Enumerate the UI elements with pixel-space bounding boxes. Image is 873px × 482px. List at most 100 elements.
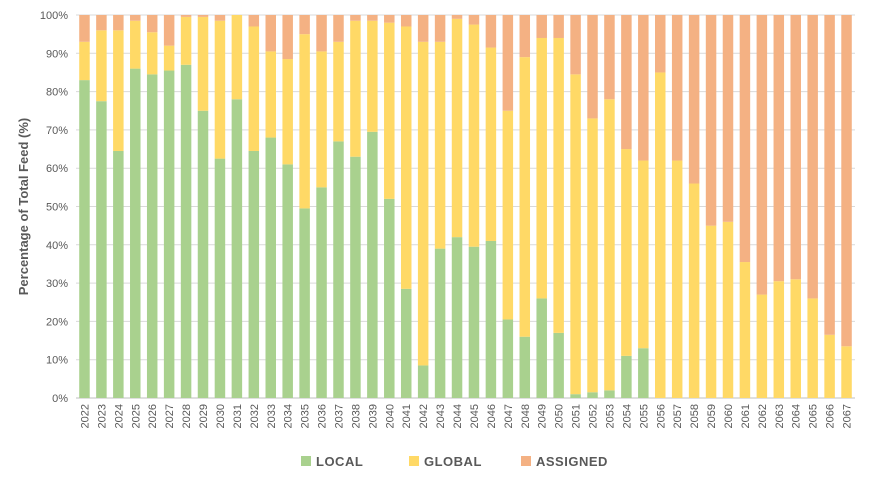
- x-tick-label: 2062: [757, 404, 769, 428]
- bar-segment-local: [163, 70, 175, 398]
- bar-segment-local: [248, 150, 260, 398]
- bar-segment-assigned: [333, 15, 344, 42]
- x-tick-label: 2028: [181, 404, 193, 428]
- x-tick-label: 2053: [604, 404, 616, 428]
- bar-segment-assigned: [197, 15, 209, 17]
- x-tick-label: 2054: [621, 404, 633, 428]
- bar-segment-assigned: [350, 15, 361, 21]
- bar-segment-global: [367, 20, 378, 132]
- x-tick-label: 2032: [249, 404, 261, 428]
- bar-segment-global: [671, 160, 683, 398]
- bar-segment-global: [705, 225, 717, 398]
- y-tick-label: 90%: [46, 48, 68, 60]
- x-axis: 2022 2023 2024 2025 2026 2027 2028 2029 2030 2031…: [79, 404, 853, 428]
- bar-segment-global: [502, 110, 514, 320]
- bar-segment-global: [485, 47, 497, 241]
- bar-segment-local: [367, 131, 378, 398]
- x-tick-label: 2059: [706, 404, 718, 428]
- bar-segment-global: [604, 99, 615, 391]
- bar-segment-global: [519, 57, 531, 337]
- bar-segment-assigned: [773, 15, 785, 282]
- bar-segment-assigned: [722, 15, 734, 222]
- bar-segment-local: [333, 141, 344, 398]
- x-tick-label: 2023: [96, 404, 108, 428]
- bar-segment-global: [214, 20, 226, 159]
- bar-segment-assigned: [705, 15, 717, 226]
- bar-segment-assigned: [671, 15, 683, 161]
- bar-segment-global: [350, 20, 361, 157]
- bar-segment-global: [231, 15, 243, 100]
- bar-segment-global: [197, 16, 209, 111]
- bar-segment-local: [384, 198, 395, 398]
- bar-segment-global: [79, 41, 90, 81]
- x-tick-label: 2064: [791, 404, 803, 428]
- x-tick-label: 2067: [842, 404, 854, 428]
- bar-segment-assigned: [502, 15, 514, 111]
- bar-segment-local: [113, 150, 124, 398]
- x-tick-label: 2027: [164, 404, 176, 428]
- x-tick-label: 2047: [503, 404, 515, 428]
- bar-segment-global: [163, 45, 175, 71]
- x-tick-label: 2026: [147, 404, 159, 428]
- bar-segment-global: [807, 298, 818, 398]
- bar-segment-local: [621, 355, 632, 398]
- bar-segment-assigned: [282, 15, 293, 60]
- legend-swatch-local: [301, 456, 311, 466]
- bar-segment-local: [485, 240, 497, 398]
- legend-swatch-assigned: [521, 456, 531, 466]
- bar-segment-local: [519, 336, 531, 398]
- x-tick-label: 2048: [520, 404, 532, 428]
- y-tick-label: 80%: [46, 87, 68, 99]
- bar-segment-global: [587, 118, 598, 393]
- x-tick-label: 2025: [130, 404, 142, 428]
- bar-segment-global: [570, 74, 581, 395]
- x-tick-label: 2030: [215, 404, 227, 428]
- bar-segment-local: [570, 394, 581, 398]
- bar-segment-global: [773, 281, 785, 398]
- x-tick-label: 2039: [367, 404, 379, 428]
- bar-segment-assigned: [536, 15, 547, 38]
- x-tick-label: 2024: [113, 404, 125, 428]
- bar-segment-assigned: [553, 15, 564, 38]
- x-tick-label: 2022: [79, 404, 91, 428]
- x-tick-label: 2060: [723, 404, 735, 428]
- bar-segment-global: [130, 20, 141, 69]
- bar-segment-local: [400, 288, 412, 398]
- bar-segment-assigned: [655, 15, 666, 73]
- bar-segment-local: [180, 64, 192, 398]
- bar-segment-local: [604, 390, 615, 398]
- bar-segment-global: [688, 183, 700, 398]
- legend-label-assigned: ASSIGNED: [536, 454, 608, 469]
- bar-segment-local: [638, 348, 649, 398]
- bar-segment-assigned: [316, 15, 327, 52]
- bar-segment-local: [587, 392, 598, 398]
- x-tick-label: 2057: [672, 404, 684, 428]
- x-tick-label: 2066: [825, 404, 837, 428]
- bar-segment-assigned: [604, 15, 615, 100]
- bar-segment-local: [299, 208, 310, 398]
- bar-segment-assigned: [367, 15, 378, 21]
- bar-segment-assigned: [384, 15, 395, 23]
- x-tick-label: 2037: [333, 404, 345, 428]
- bar-segment-assigned: [824, 15, 835, 335]
- x-tick-label: 2031: [232, 404, 244, 428]
- bar-segment-global: [96, 30, 107, 102]
- bar-segment-local: [282, 164, 293, 398]
- x-tick-label: 2040: [384, 404, 396, 428]
- y-tick-label: 10%: [46, 355, 68, 367]
- bar-segment-local: [468, 246, 480, 398]
- bar-segment-global: [451, 18, 463, 238]
- bar-segment-assigned: [519, 15, 531, 58]
- bar-segment-global: [756, 294, 768, 398]
- bar-segment-assigned: [146, 15, 158, 33]
- x-tick-label: 2043: [435, 404, 447, 428]
- bar-segment-global: [248, 26, 260, 151]
- bar-segment-assigned: [587, 15, 598, 119]
- bar-segment-assigned: [451, 15, 463, 19]
- y-tick-label: 50%: [46, 202, 68, 214]
- bar-segment-assigned: [214, 15, 226, 21]
- bar-segment-local: [79, 80, 90, 399]
- bar-segment-global: [113, 30, 124, 151]
- gridlines: [76, 14, 855, 399]
- x-tick-label: 2041: [401, 404, 413, 428]
